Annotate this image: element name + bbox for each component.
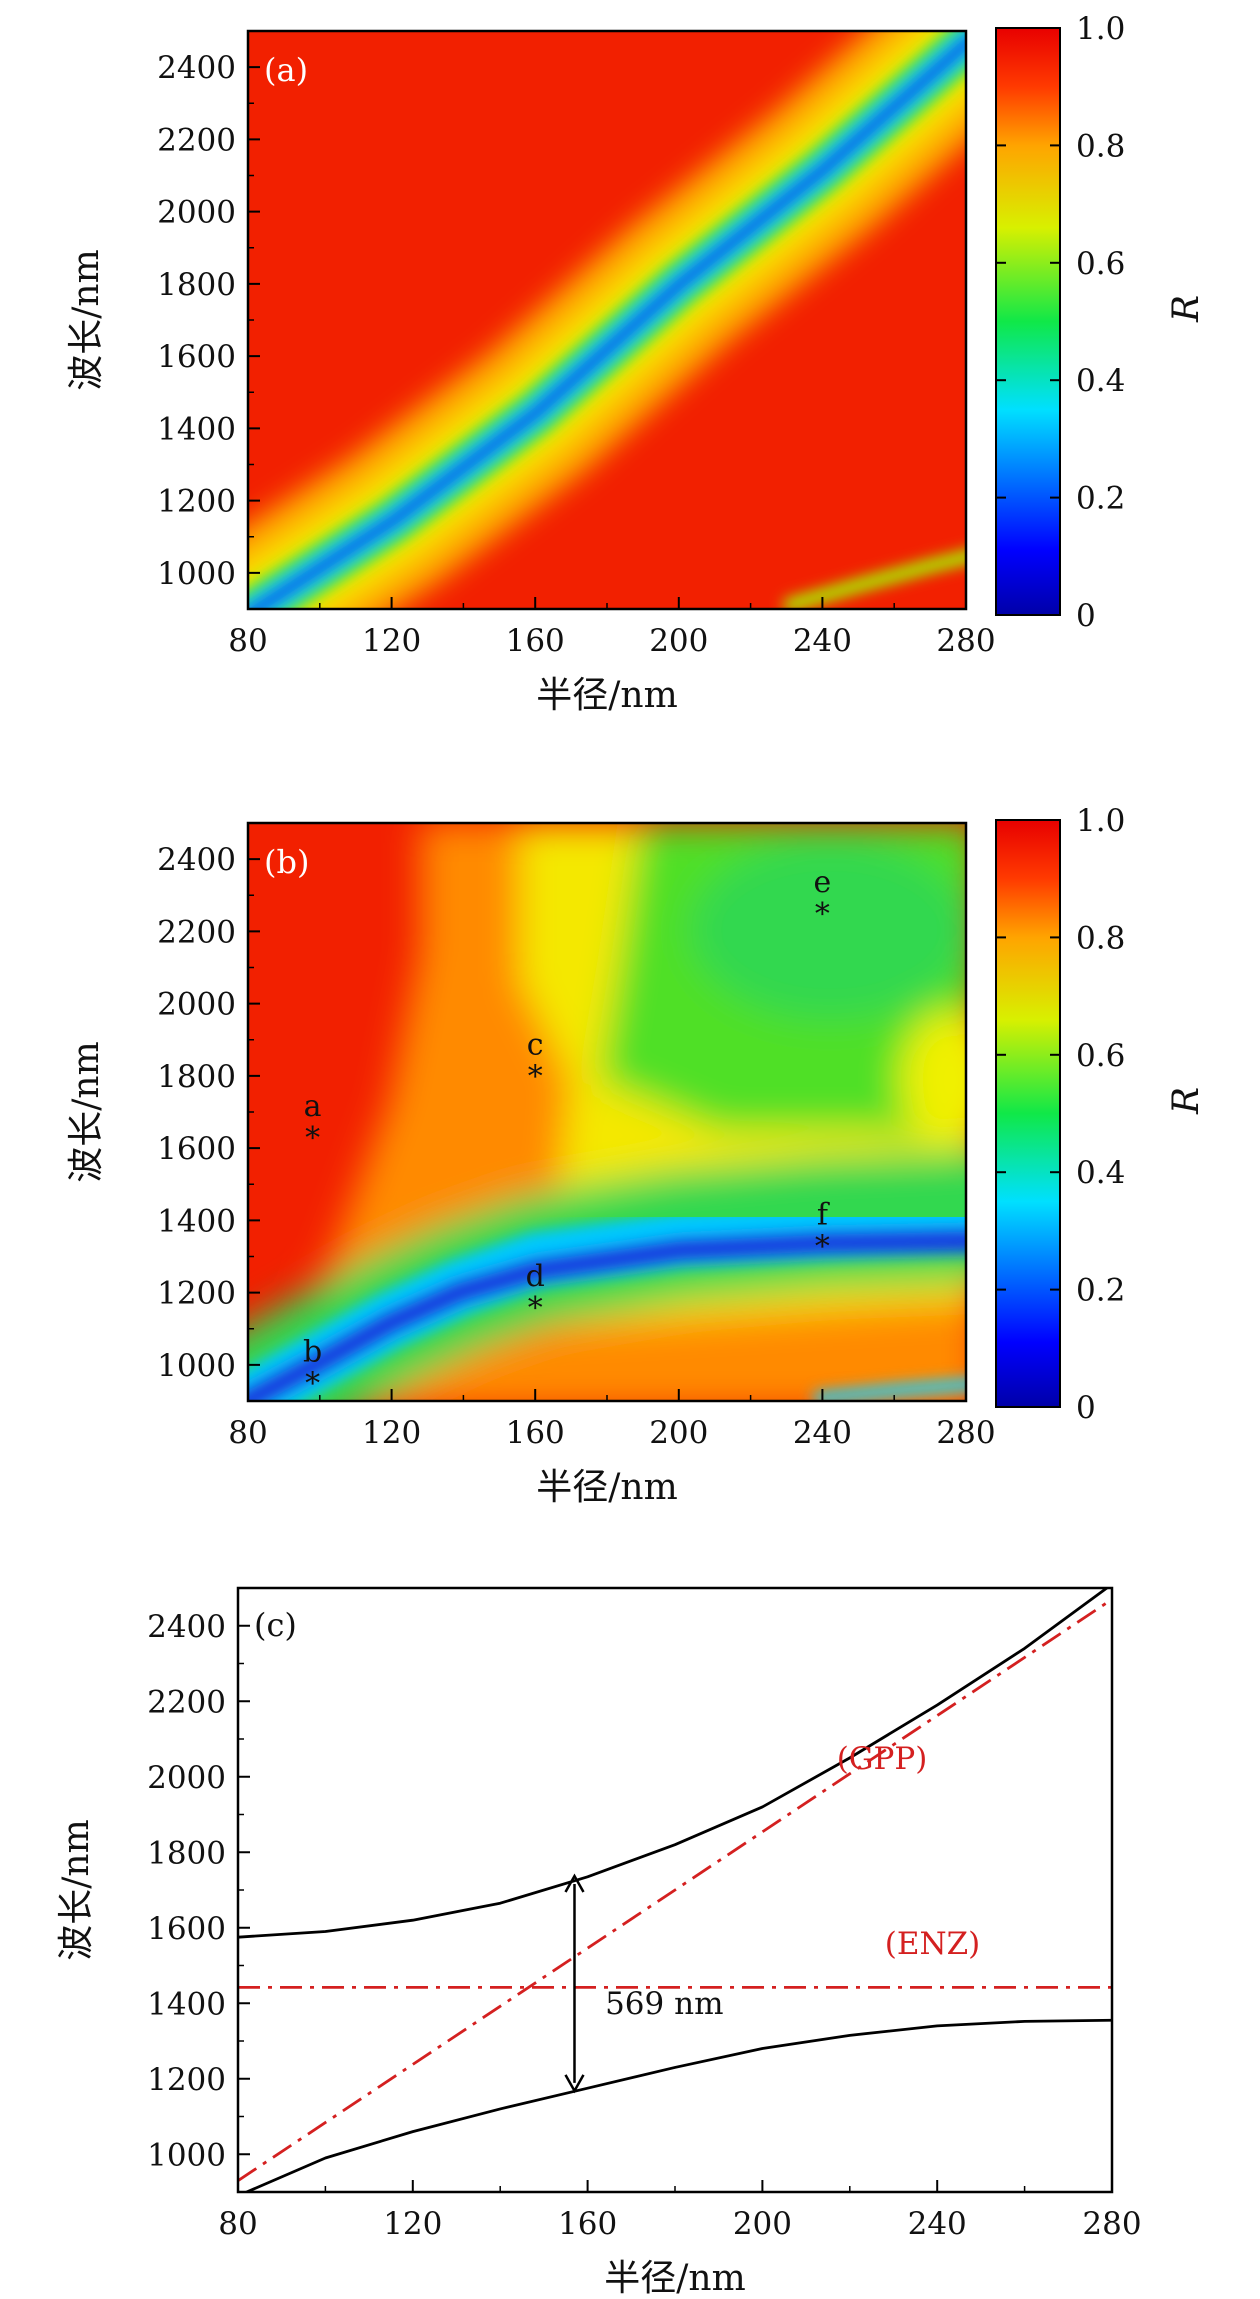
y-tick-label: 2200 [157, 914, 236, 950]
annotation-569nm: 569 nm [605, 1986, 723, 2022]
heatmap-b-yellow-spot [900, 1010, 966, 1150]
x-tick-label: 160 [506, 1415, 565, 1451]
marker-label: e [814, 865, 832, 900]
heatmap-b-green-core [690, 840, 966, 1020]
marker-label: f [817, 1197, 830, 1232]
x-axis-title: 半径/nm [536, 675, 677, 716]
x-tick-label: 280 [936, 623, 995, 659]
y-tick-label: 2200 [157, 122, 236, 158]
y-tick-label: 1600 [157, 339, 236, 375]
marker-star: * [528, 1060, 543, 1095]
colorbar-tick-label: 0 [1076, 1390, 1096, 1426]
y-tick-label: 1600 [147, 1911, 226, 1947]
colorbar-tick-label: 0 [1076, 598, 1096, 634]
y-axis-title: 波长/nm [66, 249, 107, 390]
annotation-gpp: (GPP) [837, 1741, 928, 1777]
panel-b: 80 120 160 200 240 280 1000 1200 1400 1600 1800 200… [66, 803, 1207, 1508]
colorbar-tick-label: 0.2 [1076, 481, 1125, 517]
panel-a: 80 120 160 200 240 280 1000 1200 1400 1600 1800 200… [66, 11, 1207, 716]
x-tick-label: 80 [218, 2206, 257, 2242]
marker-label: a [304, 1089, 322, 1124]
marker-star: * [815, 1229, 830, 1264]
y-tick-label: 1800 [147, 1835, 226, 1871]
y-tick-label: 2200 [147, 1684, 226, 1720]
gap-arrow-head-bottom [564, 2074, 585, 2094]
colorbar-a [995, 27, 1061, 616]
marker-label: b [303, 1335, 322, 1370]
y-tick-label: 1400 [147, 1986, 226, 2022]
panel-label-c: (c) [254, 1606, 297, 1644]
x-tick-label: 120 [383, 2206, 442, 2242]
heatmap-a-weak-mode [783, 549, 966, 609]
panel-label-b: (b) [264, 843, 309, 881]
y-tick-label: 1800 [157, 1059, 236, 1095]
x-tick-label: 120 [362, 623, 421, 659]
heatmap-a-blue [248, 35, 966, 609]
x-axis-title: 半径/nm [536, 1467, 677, 1508]
x-tick-label: 200 [733, 2206, 792, 2242]
colorbar-tick-label: 0.8 [1076, 128, 1125, 164]
x-tick-label: 80 [228, 1415, 267, 1451]
colorbar-tick-label: 1.0 [1076, 803, 1125, 839]
y-axis-title: 波长/nm [66, 1041, 107, 1182]
x-tick-label: 280 [936, 1415, 995, 1451]
y-tick-label: 2400 [147, 1609, 226, 1645]
colorbar-tick-label: 0.4 [1076, 1155, 1125, 1191]
y-tick-label: 1400 [157, 1203, 236, 1239]
colorbar-tick-label: 1.0 [1076, 11, 1125, 47]
y-tick-label: 2000 [157, 987, 236, 1023]
x-tick-label: 240 [793, 1415, 852, 1451]
panel-label-a: (a) [264, 51, 308, 89]
colorbar-tick-label: 0.2 [1076, 1273, 1125, 1309]
y-tick-label: 1000 [157, 1348, 236, 1384]
marker-label: c [527, 1028, 544, 1063]
y-tick-label: 1800 [157, 267, 236, 303]
gap-arrow-head-top [564, 1873, 585, 1893]
annotation-enz: (ENZ) [885, 1926, 980, 1962]
x-axis-title: 半径/nm [604, 2258, 745, 2299]
marker-star: * [815, 897, 830, 932]
marker-label: d [526, 1259, 545, 1294]
x-tick-label: 280 [1082, 2206, 1141, 2242]
series-line-gpp [238, 1598, 1112, 2182]
y-tick-label: 2400 [157, 842, 236, 878]
colorbar-tick-label: 0.8 [1076, 920, 1125, 956]
y-tick-label: 1600 [157, 1131, 236, 1167]
x-tick-label: 200 [649, 623, 708, 659]
x-tick-label: 240 [793, 623, 852, 659]
series-line-lowerbranch [243, 2018, 1112, 2192]
y-tick-label: 1200 [157, 484, 236, 520]
x-tick-label: 120 [362, 1415, 421, 1451]
y-tick-label: 2000 [147, 1760, 226, 1796]
y-tick-label: 1000 [157, 556, 236, 592]
colorbar-tick-label: 0.6 [1076, 246, 1125, 282]
colorbar-label-a: R [1166, 295, 1207, 323]
y-axis-title: 波长/nm [56, 1819, 97, 1960]
y-tick-label: 1200 [157, 1276, 236, 1312]
colorbar-b [995, 819, 1061, 1408]
colorbar-tick-label: 0.6 [1076, 1038, 1125, 1074]
y-tick-label: 1400 [157, 411, 236, 447]
heatmap-b [248, 823, 966, 1401]
x-tick-label: 240 [908, 2206, 967, 2242]
heatmap-a [248, 31, 966, 609]
y-tick-label: 2400 [157, 50, 236, 86]
y-tick-label: 1200 [147, 2062, 226, 2098]
panel-c: 80 120 160 200 240 280 1000 1200 1400 1600 1800 200… [56, 1586, 1142, 2299]
marker-star: * [305, 1121, 320, 1156]
marker-star: * [528, 1291, 543, 1326]
heatmap-b-bottom-mode [813, 1377, 966, 1401]
y-tick-label: 2000 [157, 195, 236, 231]
x-tick-label: 160 [506, 623, 565, 659]
colorbar-tick-label: 0.4 [1076, 363, 1125, 399]
y-tick-label: 1000 [147, 2137, 226, 2173]
colorbar-label-b: R [1166, 1087, 1207, 1115]
x-tick-label: 160 [558, 2206, 617, 2242]
x-tick-label: 80 [228, 623, 267, 659]
heatmap-b-band-blue [248, 1227, 966, 1401]
marker-star: * [305, 1367, 320, 1402]
series-line-upperbranch [238, 1588, 1110, 1939]
x-tick-label: 200 [649, 1415, 708, 1451]
